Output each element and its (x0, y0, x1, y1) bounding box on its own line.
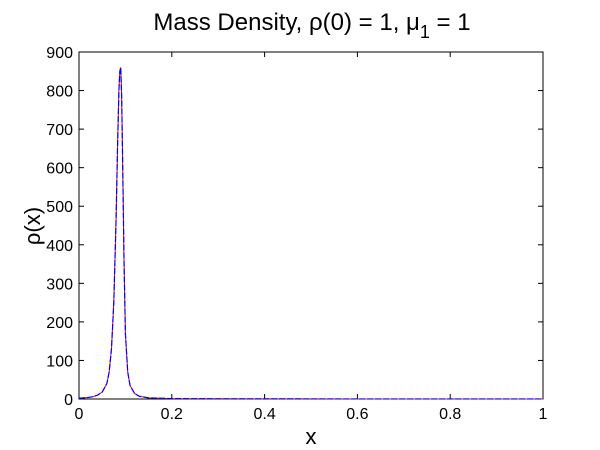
y-tick-label: 800 (46, 84, 73, 101)
series-group (78, 67, 543, 400)
x-tick-label: 0.8 (439, 406, 461, 423)
y-tick-label: 300 (46, 276, 73, 293)
y-axis-label: ρ(x) (20, 207, 45, 245)
chart-title: Mass Density, ρ(0) = 1, μ1 = 1 (153, 9, 470, 42)
x-tick-label: 0.4 (253, 406, 275, 423)
chart-title-main: Mass Density, ρ(0) = 1, μ (153, 9, 419, 36)
x-tick-label: 0.6 (346, 406, 368, 423)
chart-title-subscript: 1 (420, 22, 430, 42)
y-tick-label: 0 (64, 392, 73, 409)
x-tick-label: 0.2 (161, 406, 183, 423)
x-axis: 0 0.2 0.4 0.6 0.8 1 (75, 52, 548, 423)
x-tick-label: 1 (539, 406, 548, 423)
plot-area (78, 51, 544, 400)
y-tick-label: 100 (46, 353, 73, 370)
y-tick-label: 500 (46, 199, 73, 216)
chart-title-suffix: = 1 (430, 9, 471, 36)
x-axis-label: x (306, 424, 317, 449)
y-tick-label: 200 (46, 315, 73, 332)
y-tick-label: 400 (46, 238, 73, 255)
series-line (78, 67, 543, 400)
y-axis: 0 100 200 300 400 500 600 700 800 900 (46, 45, 543, 409)
y-tick-label: 600 (46, 161, 73, 178)
y-tick-label: 700 (46, 122, 73, 139)
x-tick-label: 0 (75, 406, 84, 423)
y-tick-label: 900 (46, 45, 73, 62)
